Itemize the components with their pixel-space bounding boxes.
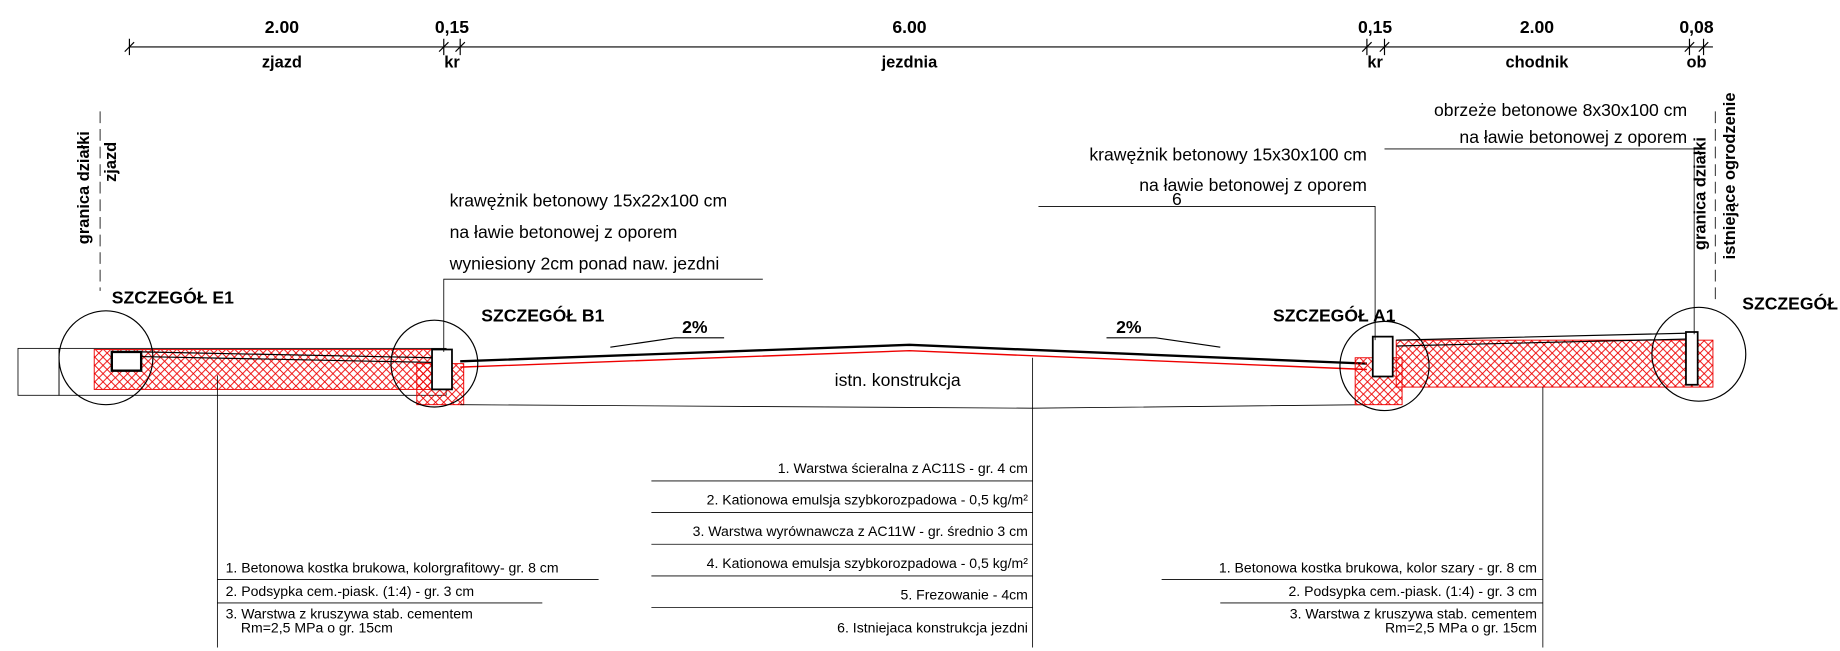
boundary-label: istniejące ogrodzenie — [1721, 93, 1739, 260]
dim-size: 6.00 — [892, 17, 926, 37]
dim-size: 2.00 — [1520, 17, 1554, 37]
cross-section: 2.00 zjazd 0,15 kr 6.00 jezdnia 0,15 kr … — [0, 0, 1840, 651]
callout-text: 6 — [1172, 189, 1182, 209]
dimension-line — [125, 39, 1713, 55]
callout-text: wyniesiony 2cm ponad naw. jezdni — [449, 254, 720, 274]
leader — [1384, 149, 1694, 334]
slope-label: 2% — [682, 317, 708, 337]
dimension-texts: 2.00 zjazd 0,15 kr 6.00 jezdnia 0,15 kr … — [262, 17, 1714, 72]
layer-text: 2. Kationowa emulsja szybkorozpadowa - 0… — [707, 492, 1029, 508]
callout-text: na ławie betonowej z oporem — [450, 222, 678, 242]
callout-text: na ławie betonowej z oporem — [1459, 127, 1687, 147]
dim-label: jezdnia — [881, 54, 938, 72]
dim-label: kr — [1367, 54, 1383, 72]
layer-text: 6. Istniejaca konstrukcja jezdni — [837, 619, 1028, 635]
slope-label: 2% — [1116, 317, 1142, 337]
detail-label: SZCZEGÓŁ A1 — [1273, 304, 1396, 325]
layer-text: Rm=2,5 MPa o gr. 15cm — [1385, 619, 1537, 635]
detail-label: SZCZEGÓŁ B1 — [481, 304, 604, 325]
dim-size: 2.00 — [265, 17, 299, 37]
dim-label: kr — [444, 54, 460, 72]
dim-label: chodnik — [1506, 54, 1570, 72]
road-section — [18, 307, 1746, 410]
dim-size: 0,08 — [1679, 17, 1713, 37]
layer-text: 3. Warstwa wyrównawcza z AC11W - gr. śre… — [693, 523, 1028, 539]
callout-text: krawężnik betonowy 15x22x100 cm — [450, 190, 728, 210]
dim-size: 0,15 — [435, 17, 469, 37]
dim-label: ob — [1686, 54, 1706, 72]
layer-text: 2. Podsypka cem.-piask. (1:4) - gr. 3 cm — [226, 583, 475, 599]
detail-label: SZCZEGÓŁ E1 — [112, 287, 234, 308]
layer-text: 1. Warstwa ścieralna z AC11S - gr. 4 cm — [778, 460, 1028, 476]
dim-label: zjazd — [262, 54, 302, 72]
callout-text: krawężnik betonowy 15x30x100 cm — [1089, 145, 1367, 165]
layer-text: 1. Betonowa kostka brukowa, kolor szary … — [1219, 560, 1537, 576]
layer-text: 2. Podsypka cem.-piask. (1:4) - gr. 3 cm — [1288, 583, 1537, 599]
boundary-label: granica działki — [75, 131, 93, 244]
layer-text: Rm=2,5 MPa o gr. 15cm — [241, 619, 393, 635]
layer-text: 1. Betonowa kostka brukowa, kolorgrafito… — [226, 560, 559, 576]
existing-label: istn. konstrukcja — [835, 370, 961, 390]
callout-text: obrzeże betonowe 8x30x100 cm — [1434, 100, 1687, 120]
boundary-label: zjazd — [102, 142, 120, 182]
layer-text: 4. Kationowa emulsja szybkorozpadowa - 0… — [707, 555, 1029, 571]
layer-text: 5. Frezowanie - 4cm — [901, 587, 1028, 603]
dim-size: 0,15 — [1358, 17, 1392, 37]
detail-label: SZCZEGÓŁ D1 — [1742, 293, 1840, 314]
